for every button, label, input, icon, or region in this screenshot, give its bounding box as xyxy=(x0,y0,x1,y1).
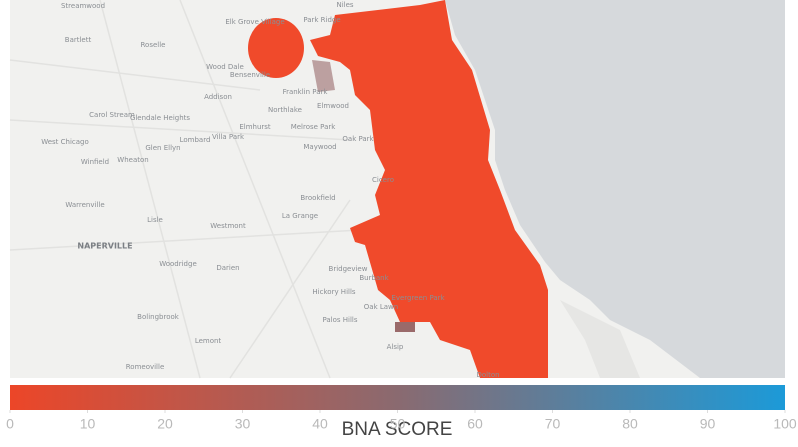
place-label: Evergreen Park xyxy=(391,294,445,302)
place-label: Franklin Park xyxy=(283,88,329,96)
place-label: Alsip xyxy=(387,343,404,351)
place-label: Elmwood xyxy=(317,102,349,110)
place-label: Glendale Heights xyxy=(130,114,190,122)
place-label: Cicero xyxy=(372,176,394,184)
place-label: Streamwood xyxy=(61,2,105,10)
place-label: Glen Ellyn xyxy=(145,144,180,152)
tick-label: 30 xyxy=(235,416,251,432)
place-label: Lisle xyxy=(147,216,163,224)
place-label: Villa Park xyxy=(212,133,245,141)
place-label: Bensenville xyxy=(230,71,270,79)
tick-label: 20 xyxy=(157,416,173,432)
tick-label: 10 xyxy=(80,416,96,432)
roads xyxy=(9,0,361,379)
tick-label: 70 xyxy=(545,416,561,432)
place-label: Romeoville xyxy=(126,363,165,371)
place-label: Wood Dale xyxy=(206,63,244,71)
city-area xyxy=(310,0,548,378)
tick-label: 90 xyxy=(700,416,716,432)
place-label: Burbank xyxy=(359,274,389,282)
place-label: Elk Grove Village xyxy=(225,18,284,26)
place-label: Darien xyxy=(216,264,239,272)
tick-label: 0 xyxy=(6,416,14,432)
place-label: Winfield xyxy=(81,158,109,166)
place-label: Roselle xyxy=(141,41,166,49)
land xyxy=(560,300,640,378)
place-label: Dolton xyxy=(476,371,499,379)
place-label: Park Ridge xyxy=(303,16,340,24)
legend-title: BNA SCORE xyxy=(342,419,453,440)
place-label: Palos Hills xyxy=(322,316,357,324)
tick-label: 60 xyxy=(467,416,483,432)
place-label: West Chicago xyxy=(41,138,89,146)
lake xyxy=(445,0,785,378)
place-label: Wheaton xyxy=(117,156,148,164)
place-label: Oak Park xyxy=(342,135,374,143)
city-area xyxy=(248,18,304,78)
place-label: Northlake xyxy=(268,106,302,114)
low-score-area xyxy=(395,322,415,332)
tick-label: 80 xyxy=(622,416,638,432)
place-label: Elmhurst xyxy=(239,123,271,131)
tick-label: 100 xyxy=(773,416,797,432)
place-label: Lombard xyxy=(180,136,211,144)
place-label: Bolingbrook xyxy=(137,313,180,321)
place-label: Hickory Hills xyxy=(312,288,355,296)
place-label: Woodridge xyxy=(159,260,197,268)
low-score-area xyxy=(312,60,335,92)
place-label: Niles xyxy=(336,1,353,9)
tick-label: 40 xyxy=(312,416,328,432)
place-label: Westmont xyxy=(210,222,246,230)
place-label: Addison xyxy=(204,93,232,101)
place-label: Carol Stream xyxy=(89,111,135,119)
place-label: Bartlett xyxy=(65,36,92,44)
place-label: Brookfield xyxy=(300,194,335,202)
place-label: Oak Lawn xyxy=(364,303,398,311)
place-label: Lemont xyxy=(195,337,222,345)
place-label: Maywood xyxy=(303,143,336,151)
place-label: NAPERVILLE xyxy=(77,242,132,251)
place-label: Bridgeview xyxy=(329,265,368,273)
place-label: Melrose Park xyxy=(291,123,337,131)
color-scale xyxy=(10,385,785,410)
place-label: Warrenville xyxy=(65,201,104,209)
tick-label: 50 xyxy=(390,416,406,432)
place-label: La Grange xyxy=(282,212,318,220)
